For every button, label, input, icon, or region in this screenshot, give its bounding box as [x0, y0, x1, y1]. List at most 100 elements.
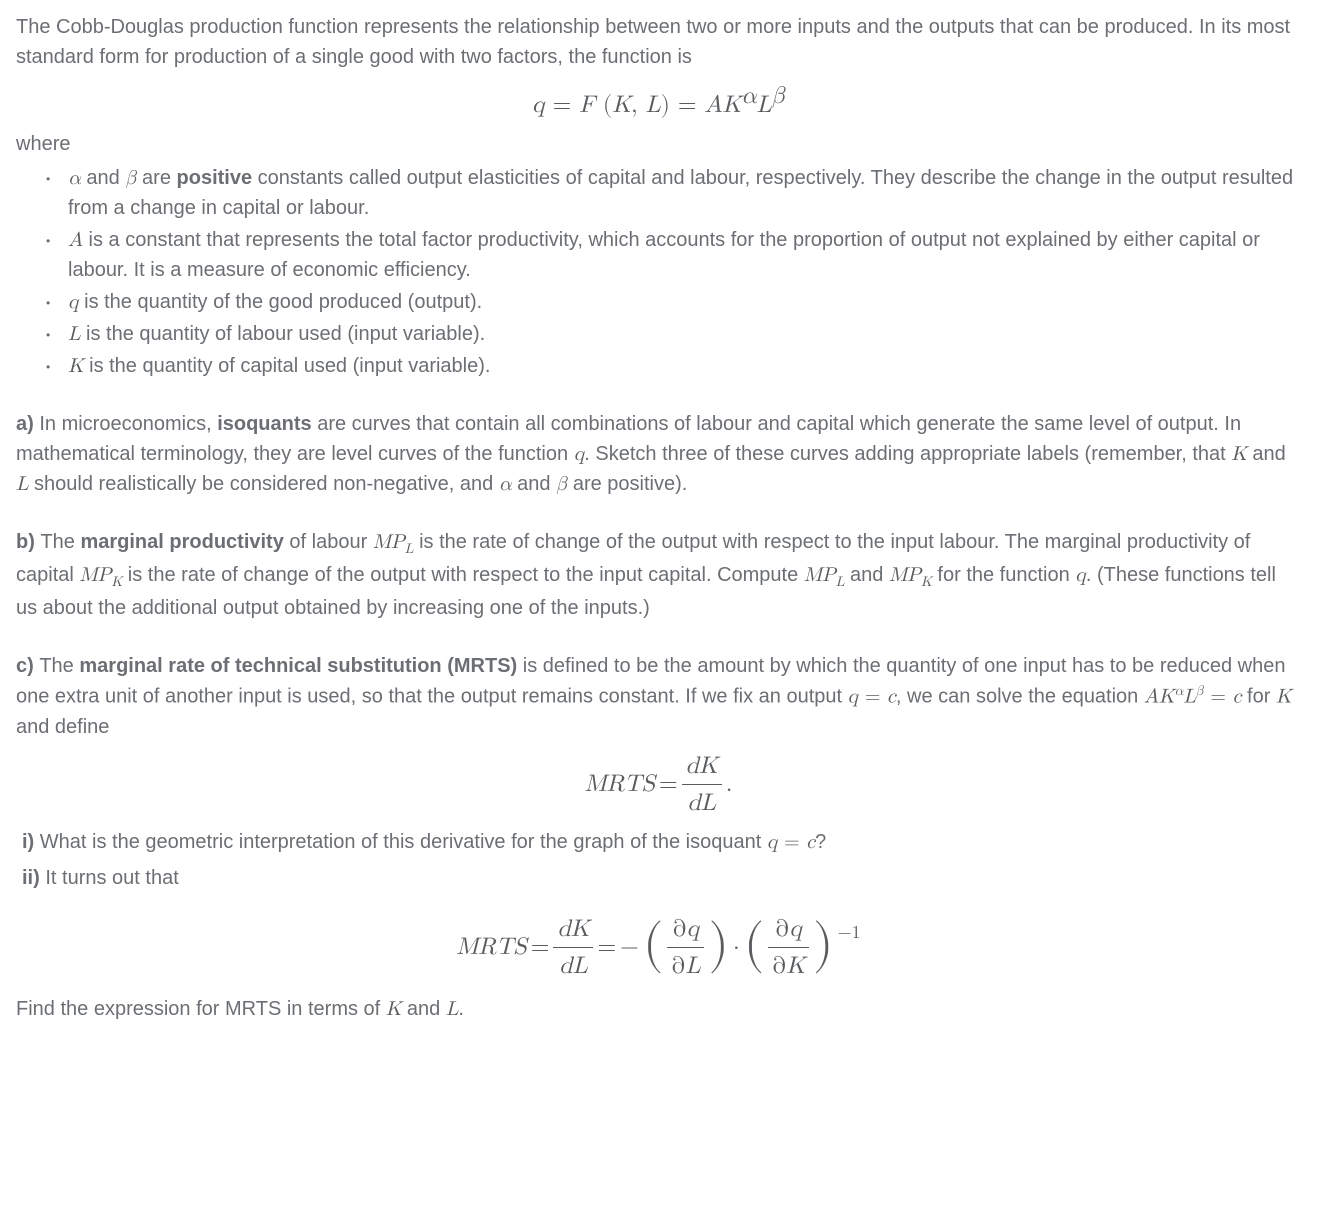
mpl2-sym: MP	[804, 565, 836, 585]
txt: constants called output elasticities of …	[68, 167, 1293, 219]
beta-sym: β	[556, 474, 567, 494]
frac-dk-dl: dK dL	[553, 911, 593, 984]
L-sym: L	[1183, 687, 1196, 707]
mrts-full-equation: MRTS = dK dL = − ( ∂q ∂L ) · ( ∂q ∂K )−1	[16, 911, 1301, 984]
txt: What is the geometric interpretation of …	[40, 831, 767, 853]
txt: and	[81, 167, 125, 189]
eq-sym: =	[659, 766, 678, 802]
eq-eq2: =	[670, 93, 705, 117]
txt: and define	[16, 716, 109, 738]
eq2: =	[597, 929, 616, 965]
minus: −	[620, 929, 639, 965]
txt: and	[512, 473, 556, 495]
A-sym: A	[1144, 687, 1159, 707]
part-c-label: c)	[16, 655, 39, 677]
txt: is the quantity of capital used (input v…	[84, 355, 491, 377]
eq-sym: =	[777, 832, 806, 852]
c-sym: c	[806, 832, 815, 852]
eq-alpha: α	[741, 84, 756, 108]
L-sym: L	[446, 999, 459, 1019]
definitions-list: α and β are positive constants called ou…	[16, 163, 1301, 381]
dot: .	[726, 766, 733, 802]
txt: should realistically be considered non-n…	[29, 473, 499, 495]
intro-text: The Cobb-Douglas production function rep…	[16, 16, 1290, 68]
txt: and	[845, 564, 889, 586]
alpha-sym: α	[499, 474, 512, 494]
list-item: L is the quantity of labour used (input …	[64, 319, 1301, 349]
q-sym: q	[68, 292, 79, 312]
list-item: α and β are positive constants called ou…	[64, 163, 1301, 223]
q-sym: q	[1075, 565, 1086, 585]
mpk-sym: MP	[79, 565, 111, 585]
txt: It turns out that	[45, 867, 178, 889]
list-item: K is the quantity of capital used (input…	[64, 351, 1301, 381]
mpl-sub: L	[405, 542, 414, 556]
txt: is the rate of change of the output with…	[122, 564, 804, 586]
txt: The	[40, 531, 80, 553]
eq-beta: β	[772, 84, 785, 108]
eq1: =	[531, 929, 550, 965]
eq-sym: =	[858, 687, 887, 707]
mrts-definition-eq: MRTS = dK dL .	[16, 748, 1301, 821]
part-b: b) The marginal productivity of labour M…	[16, 527, 1301, 623]
txt: is the quantity of labour used (input va…	[81, 323, 486, 345]
eq-L2: L	[757, 93, 772, 117]
main-equation: q = F (K, L) = AKαLβ	[16, 78, 1301, 123]
q-sym: q	[767, 832, 778, 852]
part-a-label: a)	[16, 413, 39, 435]
txt: The	[39, 655, 79, 677]
intro-paragraph: The Cobb-Douglas production function rep…	[16, 12, 1301, 72]
list-item: q is the quantity of the good produced (…	[64, 287, 1301, 317]
q-sym: q	[574, 444, 585, 464]
eq-L: L	[646, 93, 661, 117]
mrts-sym: MRTS	[456, 929, 526, 965]
num: dK	[553, 911, 593, 947]
where-label: where	[16, 129, 1301, 159]
K-sym: K	[386, 999, 402, 1019]
fraction: dK dL	[682, 748, 722, 821]
txt: In microeconomics,	[39, 413, 217, 435]
txt: are	[136, 167, 176, 189]
alpha-sym: α	[68, 168, 81, 188]
eq-K: K	[612, 93, 631, 117]
eq-F: F	[579, 93, 603, 117]
qmark: ?	[815, 831, 826, 853]
cdot: ·	[733, 929, 740, 965]
den: ∂K	[768, 947, 809, 984]
ci-label: i)	[22, 831, 40, 853]
eq-A: A	[705, 93, 723, 117]
mpl-sym: MP	[373, 532, 405, 552]
eq-comma: ,	[631, 93, 646, 117]
c-sym: c	[887, 687, 896, 707]
eq-K2: K	[723, 93, 742, 117]
txt: .	[458, 998, 464, 1020]
K-sym: K	[1231, 444, 1247, 464]
txt: is the quantity of the good produced (ou…	[79, 291, 483, 313]
part-c-ii: ii) It turns out that	[22, 863, 1301, 893]
mpl2-sub: L	[836, 575, 845, 589]
eq-lp: (	[603, 93, 612, 117]
neg-one-exp: −1	[838, 920, 861, 947]
frac-dq-dl: ∂q ∂L	[667, 911, 704, 984]
final-line: Find the expression for MRTS in terms of…	[16, 994, 1301, 1024]
txt: for	[1241, 686, 1275, 708]
num: ∂q	[768, 911, 809, 947]
L-sym: L	[16, 474, 29, 494]
beta-sup: β	[1196, 684, 1204, 698]
txt: , we can solve the equation	[896, 686, 1144, 708]
txt: are positive).	[567, 473, 687, 495]
L-sym: L	[68, 324, 81, 344]
eq-q: q	[532, 93, 545, 117]
positive-bold: positive	[177, 167, 253, 189]
num: ∂q	[667, 911, 704, 947]
txt: and	[1247, 443, 1286, 465]
part-c-i: i) What is the geometric interpretation …	[22, 827, 1301, 857]
frac-dq-dk: ∂q ∂K	[768, 911, 809, 984]
txt: . Sketch three of these curves adding ap…	[584, 443, 1231, 465]
denominator: dL	[682, 784, 722, 821]
den: ∂L	[667, 947, 704, 984]
txt: is a constant that represents the total …	[68, 229, 1260, 281]
part-b-label: b)	[16, 531, 40, 553]
txt: for the function	[932, 564, 1075, 586]
K2-sym: K	[1276, 687, 1292, 707]
